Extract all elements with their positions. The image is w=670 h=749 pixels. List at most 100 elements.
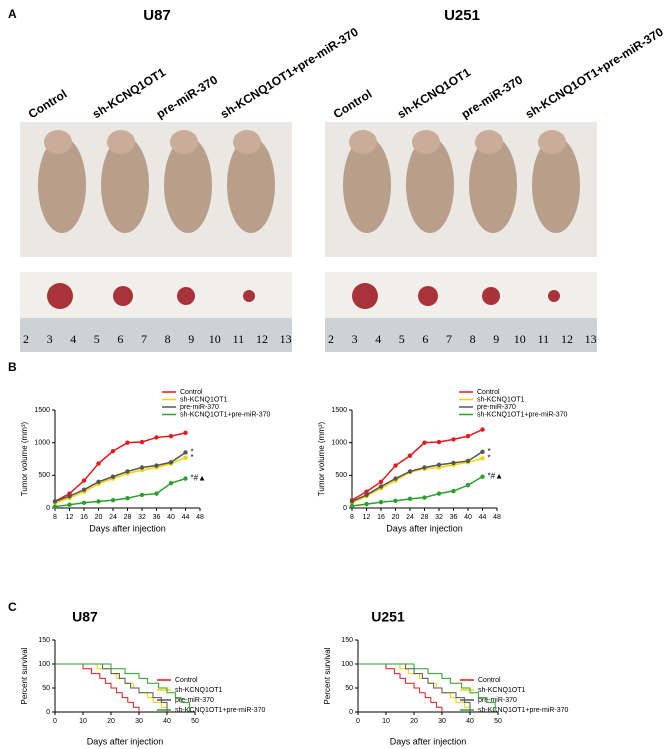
series-line xyxy=(351,451,483,503)
x-tick-label: 8 xyxy=(350,514,354,521)
ruler-number: 8 xyxy=(470,332,476,346)
x-tick-label: 40 xyxy=(464,514,472,521)
data-point xyxy=(81,500,87,505)
data-point xyxy=(168,460,174,465)
data-point xyxy=(183,450,188,455)
legend-label: Control xyxy=(477,389,500,396)
data-point xyxy=(480,456,485,461)
x-tick-label: 24 xyxy=(406,514,414,521)
group-label: Control xyxy=(26,87,70,121)
ruler-number: 2 xyxy=(23,332,29,346)
data-point xyxy=(393,476,398,481)
y-tick-label: 100 xyxy=(38,661,50,668)
x-tick-label: 36 xyxy=(153,514,161,521)
data-point xyxy=(125,469,130,474)
group-label: Control xyxy=(331,87,375,121)
data-point xyxy=(378,479,384,485)
tumor xyxy=(177,287,195,305)
legend-label: sh-KCNQ1OT1+pre-miR-370 xyxy=(175,707,266,714)
data-point xyxy=(67,494,72,499)
y-tick-label: 150 xyxy=(341,637,353,644)
ruler-number: 6 xyxy=(422,332,428,346)
data-point xyxy=(436,439,442,445)
data-point xyxy=(436,462,442,468)
data-point xyxy=(96,499,101,504)
ruler-number: 8 xyxy=(165,332,171,346)
data-point xyxy=(183,476,188,481)
x-tick-label: 40 xyxy=(163,718,171,725)
y-tick-label: 1500 xyxy=(34,407,50,414)
x-tick-label: 32 xyxy=(138,514,146,521)
x-tick-label: 40 xyxy=(466,718,474,725)
x-tick-label: 48 xyxy=(196,514,204,521)
ruler-number: 3 xyxy=(352,332,358,346)
tumor xyxy=(418,286,438,306)
ruler-number: 5 xyxy=(399,332,405,346)
data-point xyxy=(480,474,485,479)
annotation: * xyxy=(191,453,194,462)
tumor xyxy=(352,283,378,309)
data-point xyxy=(110,448,116,454)
ruler-number: 12 xyxy=(256,332,268,346)
data-point xyxy=(96,479,101,485)
data-point xyxy=(139,439,145,445)
ruler-number: 9 xyxy=(188,332,194,346)
x-tick-label: 0 xyxy=(356,718,360,725)
survival-curve xyxy=(55,663,190,712)
ruler-number: 9 xyxy=(493,332,499,346)
y-tick-label: 150 xyxy=(38,637,50,644)
ruler-number: 2 xyxy=(328,332,334,346)
x-tick-label: 12 xyxy=(363,514,371,521)
legend-label: sh-KCNQ1OT1+pre-miR-370 xyxy=(477,411,568,418)
x-axis-label: Days after injection xyxy=(89,523,166,533)
ruler-number: 11 xyxy=(233,332,245,346)
mouse xyxy=(38,137,86,233)
ruler-number: 4 xyxy=(70,332,76,346)
data-point xyxy=(349,503,355,509)
legend-label: sh-KCNQ1OT1 xyxy=(175,687,223,694)
data-point xyxy=(125,440,130,445)
y-tick-label: 0 xyxy=(343,505,347,512)
data-point xyxy=(422,440,427,445)
tumor xyxy=(243,290,255,302)
data-point xyxy=(349,499,355,504)
x-tick-label: 10 xyxy=(79,718,87,725)
data-point xyxy=(81,478,87,483)
ruler xyxy=(325,318,597,352)
x-tick-label: 40 xyxy=(167,514,175,521)
x-tick-label: 28 xyxy=(124,514,132,521)
legend-label: sh-KCNQ1OT1+pre-miR-370 xyxy=(180,411,271,418)
data-point xyxy=(81,487,87,492)
x-axis-label: Days after injection xyxy=(386,523,463,533)
data-point xyxy=(451,460,456,466)
x-tick-label: 36 xyxy=(450,514,458,521)
data-point xyxy=(125,496,130,501)
data-point xyxy=(378,484,384,489)
mouse xyxy=(101,137,149,233)
ruler-number: 4 xyxy=(375,332,381,346)
ruler-number: 7 xyxy=(446,332,452,346)
mouse xyxy=(164,137,212,233)
x-tick-label: 48 xyxy=(493,514,501,521)
ruler-number: 12 xyxy=(561,332,573,346)
series-line xyxy=(351,475,483,507)
data-point xyxy=(422,465,427,470)
ruler-number: 10 xyxy=(209,332,221,346)
data-point xyxy=(183,455,188,460)
data-point xyxy=(422,495,427,500)
mouse xyxy=(343,137,391,233)
series-line xyxy=(54,456,186,504)
mouse xyxy=(469,137,517,233)
y-tick-label: 500 xyxy=(335,472,347,479)
data-point xyxy=(110,497,116,503)
mouse xyxy=(532,137,580,233)
x-tick-label: 44 xyxy=(182,514,190,521)
group-label: pre-miR-370 xyxy=(154,72,221,121)
data-point xyxy=(154,463,159,468)
data-point xyxy=(451,488,456,494)
data-point xyxy=(154,491,159,496)
ruler-number: 3 xyxy=(47,332,53,346)
data-point xyxy=(436,491,442,496)
mouse-head xyxy=(170,130,198,154)
